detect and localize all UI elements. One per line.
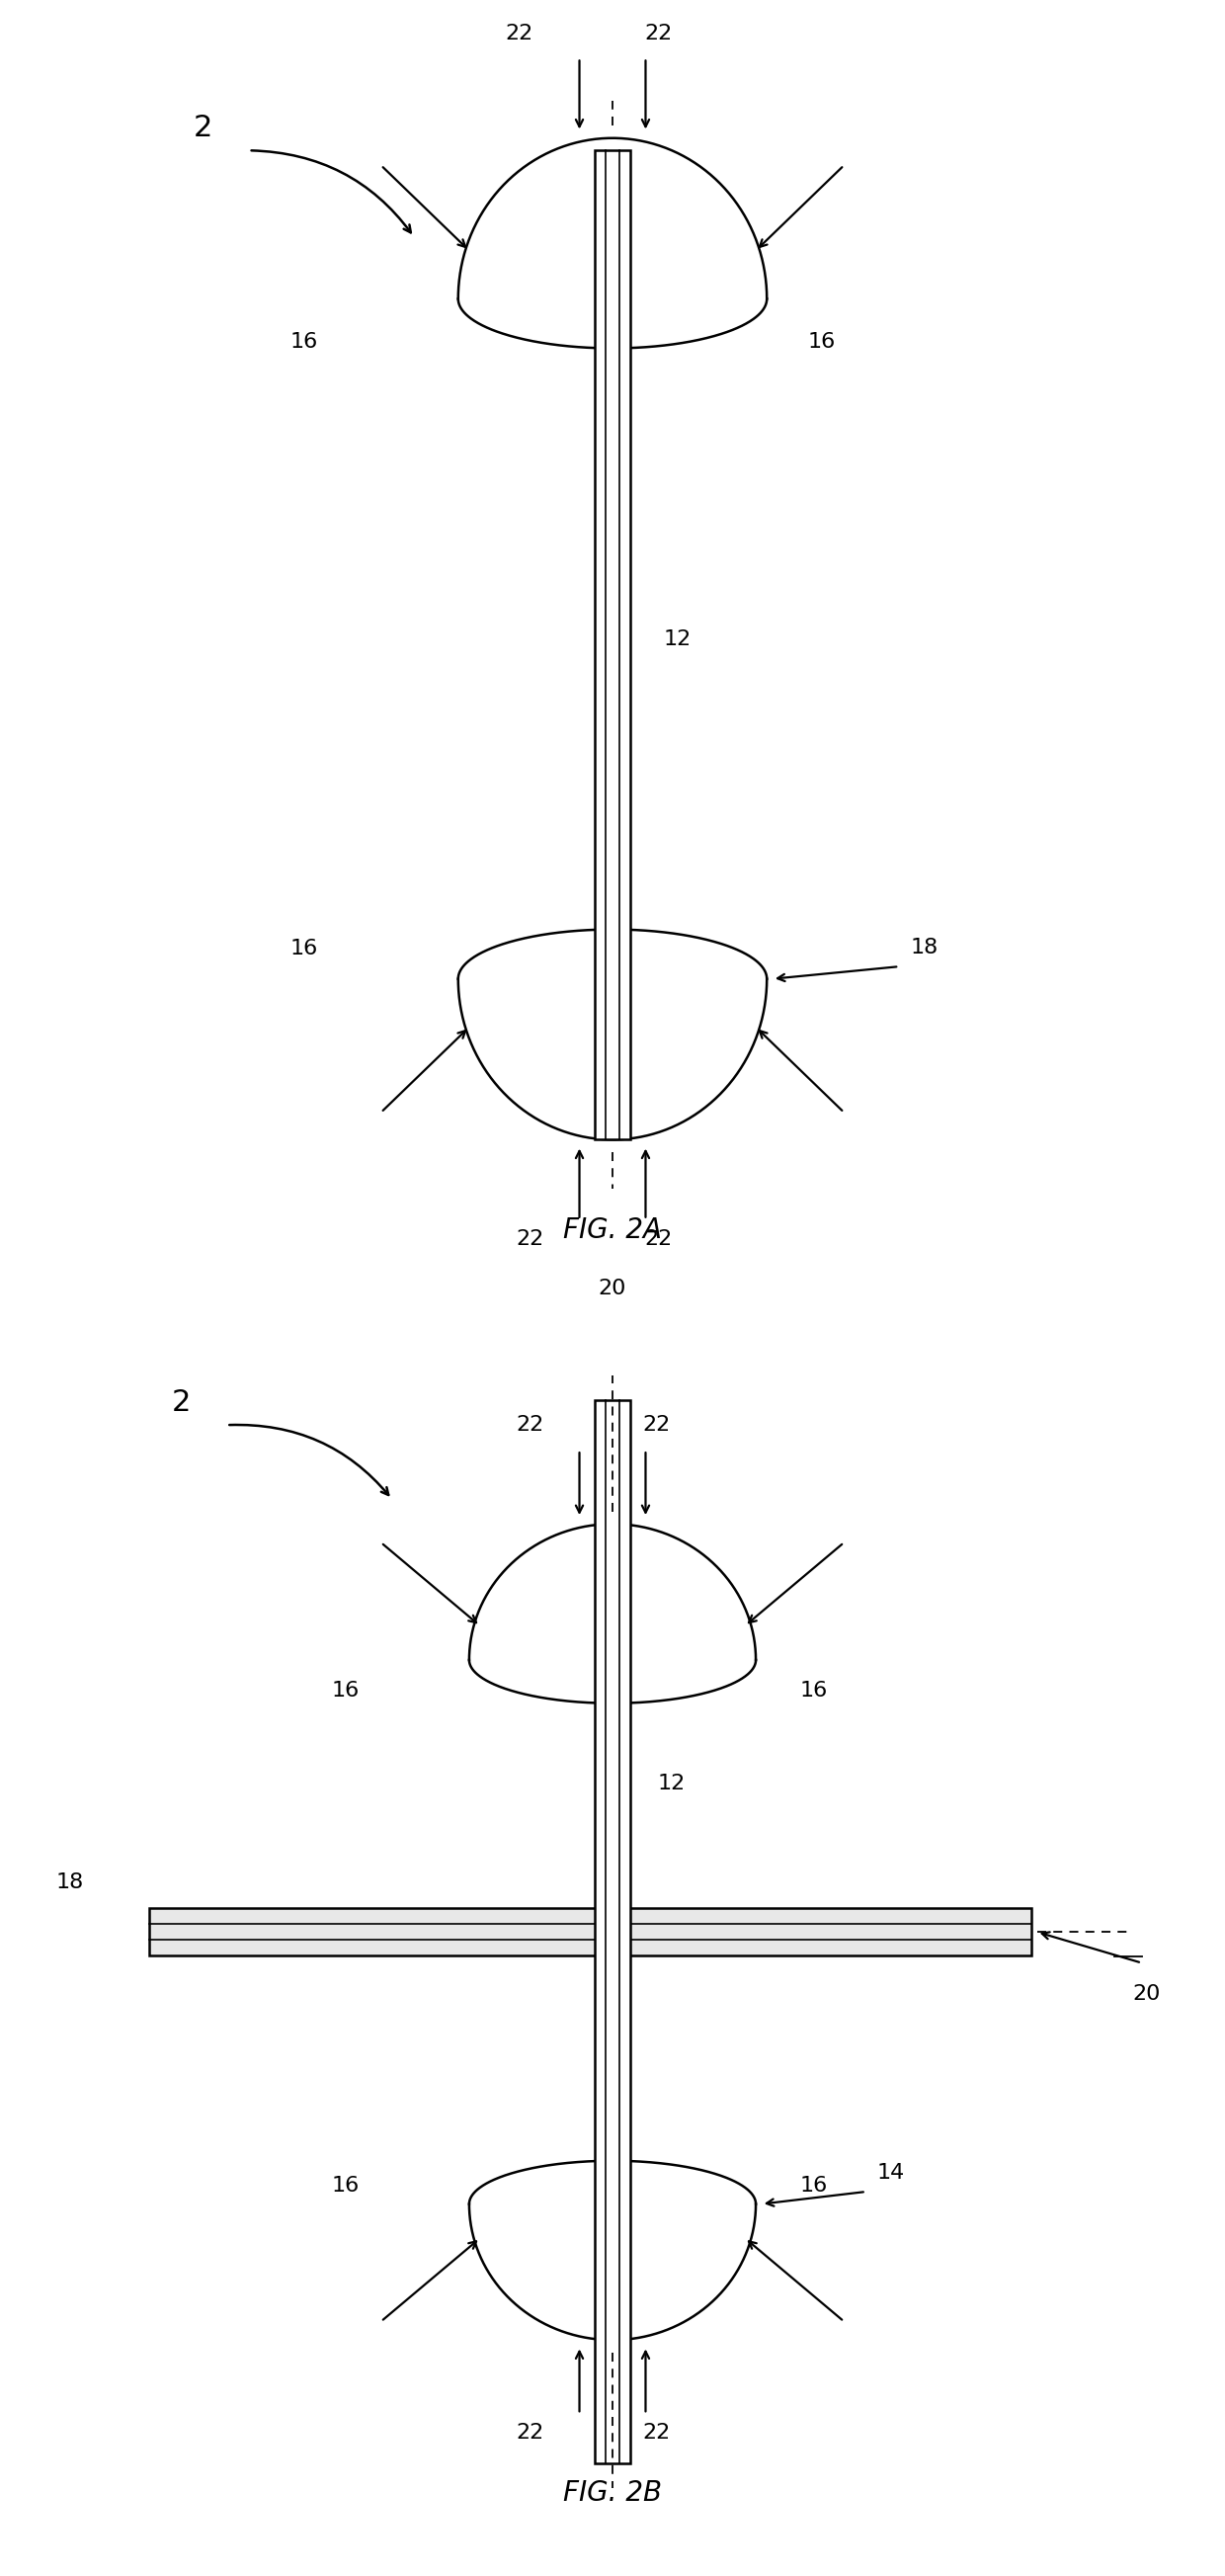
Text: 14: 14 — [877, 2164, 905, 2182]
Text: 12: 12 — [663, 629, 691, 649]
Text: 22: 22 — [643, 1414, 670, 1435]
Bar — [595, 149, 630, 1139]
Bar — [149, 1909, 1031, 1955]
Text: 16: 16 — [331, 1682, 359, 1700]
Text: 20: 20 — [599, 1278, 626, 1298]
Text: 22: 22 — [505, 23, 533, 44]
Text: 16: 16 — [809, 332, 835, 353]
Text: 22: 22 — [644, 23, 673, 44]
Text: 22: 22 — [644, 1229, 673, 1249]
Text: FIG. 2A: FIG. 2A — [564, 1216, 662, 1244]
Text: 22: 22 — [516, 2424, 544, 2442]
Text: 18: 18 — [910, 938, 938, 958]
Text: 12: 12 — [658, 1775, 686, 1793]
Text: 22: 22 — [516, 1414, 544, 1435]
Text: 2: 2 — [172, 1388, 191, 1417]
Text: 16: 16 — [290, 332, 317, 353]
Text: 22: 22 — [643, 2424, 670, 2442]
Text: 16: 16 — [800, 1682, 828, 1700]
Bar — [595, 1401, 630, 2463]
Text: 16: 16 — [290, 938, 317, 958]
Text: 18: 18 — [55, 1873, 83, 1893]
Text: 20: 20 — [1133, 1984, 1161, 2004]
Text: 16: 16 — [331, 2177, 359, 2195]
Text: 2: 2 — [194, 113, 213, 142]
Text: 22: 22 — [516, 1229, 544, 1249]
Text: FIG. 2B: FIG. 2B — [564, 2478, 662, 2506]
Text: 16: 16 — [800, 2177, 828, 2195]
